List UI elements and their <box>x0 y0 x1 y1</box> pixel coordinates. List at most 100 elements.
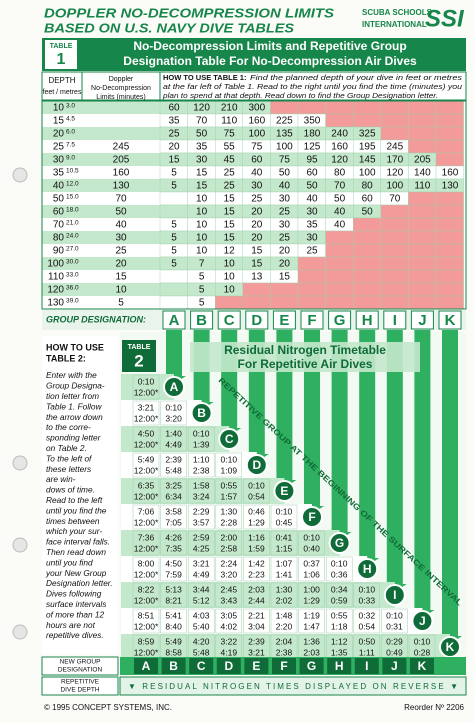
interval-cell <box>132 530 160 556</box>
limit-header: No-Decompression <box>91 85 151 92</box>
group-letter: A <box>170 380 179 394</box>
interval-cell <box>160 504 187 530</box>
interval-cell <box>215 452 243 478</box>
how-to-line: surface intervals <box>46 599 106 609</box>
time-value: 5 <box>199 298 205 309</box>
time-value: 240 <box>331 129 348 140</box>
depth-feet: 110 <box>48 272 64 283</box>
time-cell-bg <box>408 269 437 284</box>
time-cell-bg <box>435 139 464 154</box>
time-cell-bg <box>408 256 437 271</box>
time-value: 15 <box>196 168 208 179</box>
time-value: 20 <box>251 233 263 244</box>
interval-end: 1:41 <box>276 569 293 579</box>
time-value: 30 <box>279 194 291 205</box>
time-cell-bg <box>380 282 409 297</box>
how-to-line: until you find the <box>46 505 107 515</box>
group-circle <box>190 402 213 424</box>
group-box <box>383 310 407 330</box>
new-group-letter: D <box>224 659 233 673</box>
interval-end: 4:25 <box>193 543 210 553</box>
interval-cell <box>298 530 325 556</box>
label-box <box>41 656 119 676</box>
time-value: 110 <box>221 116 237 127</box>
interval-start: 3:44 <box>193 584 210 594</box>
how-to-line: Enter with the <box>46 370 97 380</box>
dive-depth-label: DIVE DEPTH <box>60 687 99 694</box>
time-value: 5 <box>171 259 177 270</box>
doppler-limit: 40 <box>115 220 127 231</box>
how-to-line: at the far left of Table 1. Read to the … <box>163 82 463 91</box>
how-to-line: Designation letter. <box>46 578 113 588</box>
how-to-line: Group Designa- <box>46 381 105 391</box>
interval-start: 1:36 <box>303 636 320 646</box>
depth-metres: 3.0 <box>66 103 75 110</box>
arrow-strip <box>386 330 403 586</box>
time-value: 10 <box>196 246 208 257</box>
interval-cell <box>243 530 270 556</box>
interval-start: 3:21 <box>193 558 210 568</box>
interval-cell <box>160 426 187 452</box>
interval-start: 1:19 <box>303 610 320 620</box>
arrow-strip <box>442 330 458 638</box>
interval-cell <box>187 530 215 556</box>
brand: INTERNATIONAL <box>362 20 427 29</box>
time-cell-bg <box>353 256 382 271</box>
time-value: 300 <box>248 103 265 114</box>
group-circle <box>411 610 434 632</box>
doppler-limit: 160 <box>113 168 130 179</box>
new-group-box <box>244 658 269 674</box>
time-value: 5 <box>171 220 177 231</box>
interval-start: 0:29 <box>386 636 403 646</box>
copyright: © 1995 CONCEPT SYSTEMS, INC. <box>44 703 172 712</box>
time-cell-bg <box>408 204 437 219</box>
interval-start: 0:10 <box>221 454 238 464</box>
header-title: DOPPLER NO-DECOMPRESSION LIMITS <box>44 5 334 20</box>
interval-cell <box>132 400 160 426</box>
time-cell-bg <box>408 191 437 206</box>
time-value: 350 <box>304 116 321 127</box>
badge-number: 2 <box>134 351 143 370</box>
time-value: 15 <box>224 220 236 231</box>
interval-end: 7:59 <box>165 569 182 579</box>
interval-end: 2:02 <box>276 595 293 605</box>
time-cell-bg <box>325 282 354 297</box>
interval-end: 5:12 <box>193 595 210 605</box>
time-value: 70 <box>389 194 401 205</box>
group-circle <box>245 454 268 476</box>
depth-metres: 12.0 <box>66 181 79 188</box>
interval-end: 4:49 <box>193 569 210 579</box>
time-cell-bg <box>353 230 382 245</box>
new-group-letter: E <box>252 659 260 673</box>
how-to-line: tion letter from <box>46 391 99 401</box>
group-box <box>355 310 379 330</box>
time-cell-bg <box>380 217 409 232</box>
time-value: 5 <box>171 246 177 257</box>
interval-end: 4:02 <box>221 621 238 631</box>
interval-end: 8:21 <box>165 595 182 605</box>
depth-feet: 15 <box>53 116 65 127</box>
interval-end: 2:23 <box>248 569 265 579</box>
depth-metres: 9.0 <box>66 155 75 162</box>
binder-hole <box>12 537 28 553</box>
time-value: 30 <box>251 181 263 192</box>
interval-end: 0:31 <box>386 621 403 631</box>
arrow-strip <box>414 330 431 612</box>
interval-start: 0:10 <box>331 558 348 568</box>
row-band <box>42 231 160 244</box>
interval-end: 12:00* <box>134 439 159 449</box>
group-letter: B <box>197 406 206 420</box>
time-value: 135 <box>276 129 293 140</box>
doppler-limit: 25 <box>115 246 127 257</box>
time-value: 50 <box>306 181 318 192</box>
new-group-box <box>216 658 241 674</box>
time-value: 12 <box>224 246 236 257</box>
time-cell-bg <box>159 191 188 206</box>
interval-cell <box>187 608 215 634</box>
time-value: 20 <box>168 142 180 153</box>
time-value: 15 <box>251 246 263 257</box>
time-cell-bg <box>408 100 437 115</box>
group-letter: D <box>252 458 261 472</box>
row-band <box>42 153 160 166</box>
